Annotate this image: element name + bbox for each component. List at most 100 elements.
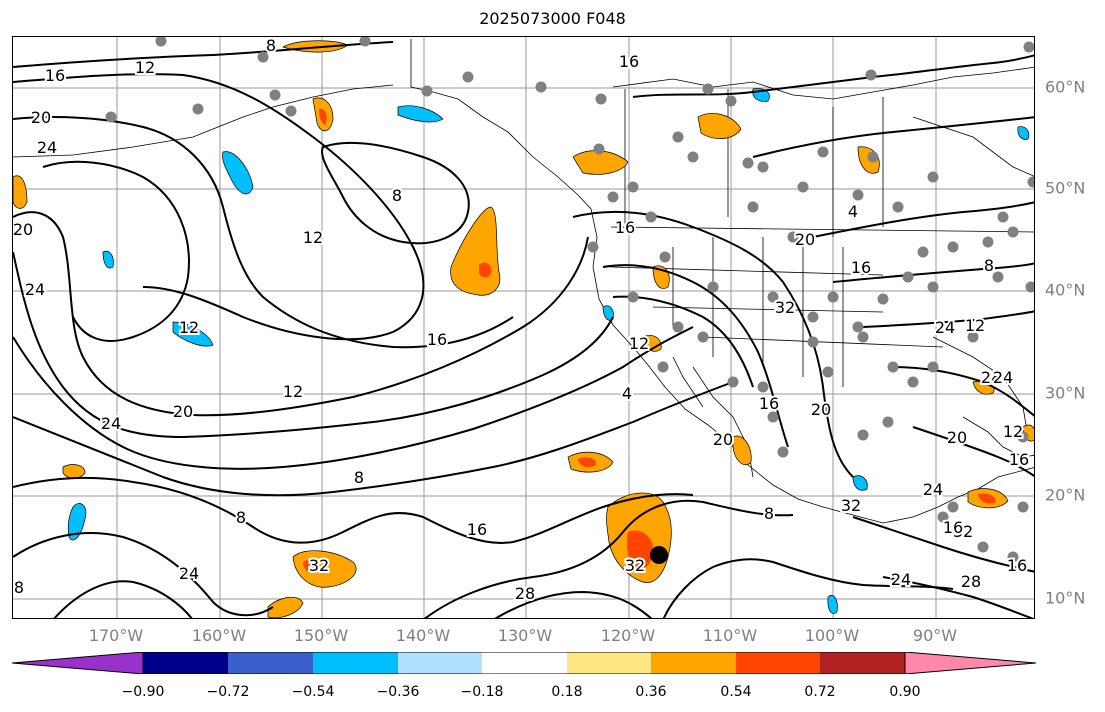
station-marker[interactable] [1023, 41, 1035, 53]
station-marker[interactable] [359, 37, 371, 47]
station-marker[interactable] [1017, 501, 1029, 513]
station-marker[interactable] [587, 241, 599, 253]
station-marker[interactable] [907, 376, 919, 388]
map-canvas[interactable]: 16 12 8 20 24 20 24 8 12 12 12 16 20 24 … [13, 37, 1035, 619]
station-marker[interactable] [865, 69, 877, 81]
station-marker[interactable] [727, 376, 739, 388]
shaded-field [13, 40, 1034, 618]
station-marker[interactable] [535, 81, 547, 93]
station-marker[interactable] [992, 271, 1004, 283]
storm-center-marker[interactable] [650, 546, 668, 564]
contour-label: 24 [25, 280, 45, 299]
station-marker[interactable] [462, 71, 474, 83]
contour-label: 20 [713, 430, 733, 449]
station-marker[interactable] [882, 416, 894, 428]
station-marker[interactable] [917, 246, 929, 258]
colorbar-extend-min [12, 652, 144, 674]
contour-label: 16 [1007, 556, 1027, 575]
station-marker[interactable] [857, 331, 869, 343]
station-marker[interactable] [1007, 551, 1019, 563]
colorbar-box [398, 652, 482, 674]
colorbar-tick-label: 0.72 [804, 684, 836, 700]
station-marker[interactable] [777, 446, 789, 458]
station-marker[interactable] [947, 501, 959, 513]
station-marker[interactable] [867, 151, 879, 163]
station-marker[interactable] [997, 211, 1009, 223]
station-marker[interactable] [645, 211, 657, 223]
station-marker[interactable] [807, 336, 819, 348]
contour-label: 12 [179, 318, 199, 337]
station-marker[interactable] [192, 103, 204, 115]
station-marker[interactable] [593, 143, 605, 155]
station-marker[interactable] [627, 181, 639, 193]
station-marker[interactable] [757, 161, 769, 173]
contour-label: 24 [891, 570, 911, 589]
station-marker[interactable] [659, 251, 671, 263]
station-marker[interactable] [947, 241, 959, 253]
station-marker[interactable] [697, 331, 709, 343]
station-marker[interactable] [787, 231, 799, 243]
contour-label: 8 [984, 256, 994, 275]
contour-label: 16 [1009, 450, 1029, 469]
station-marker[interactable] [767, 411, 779, 423]
station-marker[interactable] [285, 105, 297, 117]
contour-label: 16 [45, 66, 65, 85]
station-marker[interactable] [822, 366, 834, 378]
station-marker[interactable] [797, 181, 809, 193]
lon-label: 170°W [88, 626, 144, 645]
station-marker[interactable] [857, 429, 869, 441]
station-marker[interactable] [977, 541, 989, 553]
station-marker[interactable] [1017, 431, 1029, 443]
colorbar-tick-label: −0.54 [291, 684, 335, 700]
station-marker[interactable] [702, 83, 714, 95]
station-marker[interactable] [927, 281, 939, 293]
station-marker[interactable] [1007, 226, 1019, 238]
station-marker[interactable] [725, 95, 737, 107]
contour-label: 32 [953, 522, 973, 541]
station-marker[interactable] [892, 201, 904, 213]
station-marker[interactable] [627, 291, 639, 303]
station-marker[interactable] [607, 191, 619, 203]
station-marker[interactable] [967, 331, 979, 343]
station-marker[interactable] [105, 111, 117, 123]
station-marker[interactable] [827, 291, 839, 303]
station-marker[interactable] [927, 171, 939, 183]
station-marker[interactable] [595, 93, 607, 105]
station-marker[interactable] [747, 201, 759, 213]
station-marker[interactable] [887, 361, 899, 373]
station-marker[interactable] [742, 157, 754, 169]
lat-label: 60°N [1045, 77, 1086, 97]
station-marker[interactable] [687, 151, 699, 163]
station-marker[interactable] [982, 236, 994, 248]
station-marker[interactable] [672, 131, 684, 143]
contour-label: 12 [303, 228, 323, 247]
station-marker[interactable] [877, 293, 889, 305]
colorbar-box [482, 652, 567, 674]
station-marker[interactable] [927, 361, 939, 373]
station-marker[interactable] [657, 361, 669, 373]
contour-label: 8 [392, 186, 402, 205]
graticule [13, 37, 1034, 618]
station-marker[interactable] [155, 37, 167, 47]
station-marker[interactable] [852, 321, 864, 333]
station-marker[interactable] [902, 271, 914, 283]
station-marker[interactable] [1027, 176, 1036, 188]
station-marker[interactable] [807, 311, 819, 323]
contour-label: 32 [625, 556, 645, 575]
station-marker[interactable] [257, 51, 269, 63]
contour-label: 8 [354, 468, 364, 487]
station-marker[interactable] [852, 189, 864, 201]
station-marker[interactable] [757, 381, 769, 393]
station-marker[interactable] [937, 511, 949, 523]
station-marker[interactable] [269, 89, 281, 101]
station-marker[interactable] [672, 321, 684, 333]
station-marker[interactable] [707, 281, 719, 293]
map-frame[interactable]: 16 12 8 20 24 20 24 8 12 12 12 16 20 24 … [12, 36, 1035, 619]
station-marker[interactable] [421, 85, 433, 97]
contour-label: 32 [309, 556, 329, 575]
coastlines [13, 39, 1034, 524]
station-marker[interactable] [767, 291, 779, 303]
station-marker[interactable] [817, 146, 829, 158]
station-marker[interactable] [1025, 281, 1036, 293]
lon-label: 120°W [600, 626, 656, 645]
